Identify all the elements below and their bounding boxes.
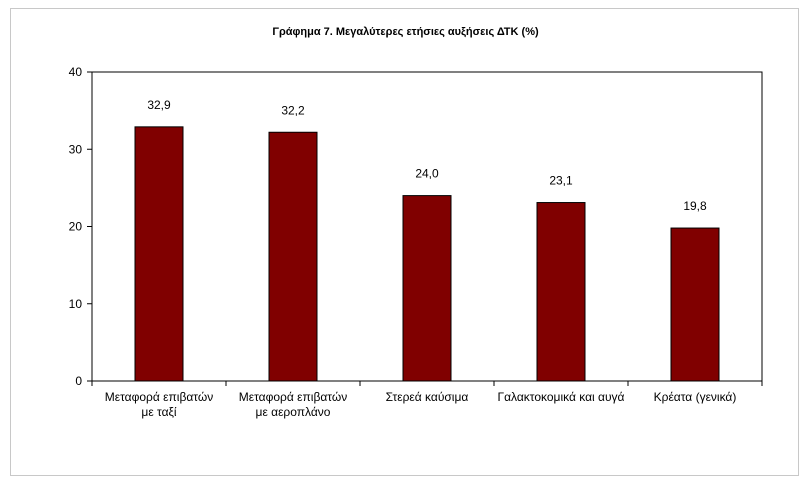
y-tick-label: 40 [69, 65, 83, 79]
category-label-line: Κρέατα (γενικά) [654, 390, 737, 404]
bar [134, 126, 184, 382]
bar [402, 195, 452, 382]
category-label-line: με αεροπλάνο [256, 405, 331, 419]
category-label: Μεταφορά επιβατών με ταξί [105, 390, 213, 419]
category-label-line: με ταξί [141, 405, 176, 419]
category-label-line: Γαλακτοκομικά και αυγά [497, 390, 624, 404]
y-tick-label: 0 [75, 374, 82, 388]
category-label: Γαλακτοκομικά και αυγά [497, 390, 624, 404]
category-label: Μεταφορά επιβατών με αεροπλάνο [239, 390, 347, 419]
y-tick-label: 20 [69, 220, 83, 234]
data-label: 19,8 [683, 199, 707, 213]
category-label-line: Μεταφορά επιβατών [105, 390, 213, 404]
data-label: 24,0 [415, 167, 439, 181]
bar [536, 202, 586, 382]
category-label-line: Στερεά καύσιμα [386, 390, 469, 404]
category-label: Κρέατα (γενικά) [654, 390, 737, 404]
bar [670, 227, 720, 382]
category-label-line: Μεταφορά επιβατών [239, 390, 347, 404]
y-tick-label: 10 [69, 297, 83, 311]
data-label: 32,9 [147, 98, 171, 112]
chart-title: Γράφημα 7. Μεγαλύτερες ετήσιες αυξήσεις … [272, 26, 539, 38]
y-tick-label: 30 [69, 142, 83, 156]
data-label: 32,2 [281, 103, 305, 117]
bar [268, 131, 318, 382]
category-label: Στερεά καύσιμα [386, 390, 469, 404]
data-label: 23,1 [549, 174, 573, 188]
